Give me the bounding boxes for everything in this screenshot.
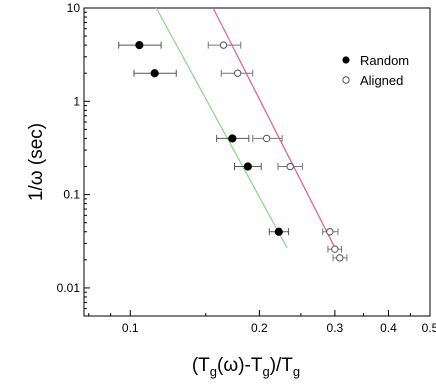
legend: Random Aligned [342,53,409,88]
y-tick-label: 0.1 [63,188,80,202]
fit-lines [155,7,336,248]
legend-label-aligned: Aligned [360,73,403,88]
y-tick-label: 1 [73,94,80,108]
fit-line-random [155,7,288,248]
data-point-aligned [286,162,294,171]
series-aligned [207,41,348,262]
x-tick-label: 0.5 [422,321,436,335]
legend-marker-random [342,56,350,64]
data-point-aligned [262,134,271,143]
fit-line-aligned [212,7,336,248]
y-axis-title-text: 1/ω (sec) [26,123,47,201]
data-series [118,41,348,262]
y-tick-label: 10 [67,1,81,15]
plot-frame [83,7,431,317]
data-point-random [228,134,237,143]
data-point-aligned [233,69,242,77]
data-point-random [135,41,144,50]
data-point-aligned [331,245,339,253]
y-tick-label: 0.01 [57,281,81,295]
x-axis-title: (Tg(ω)-Tg)/Tg [192,355,300,379]
data-point-random [243,162,252,171]
legend-label-random: Random [360,53,409,68]
y-axis-ticks: 0.01 0.1 1 10 [57,1,90,310]
legend-marker-aligned [342,76,350,84]
y-axis-title: 1/ω (sec) [26,123,47,201]
x-tick-label: 0.1 [122,321,139,335]
x-tick-label: 0.3 [327,321,344,335]
data-point-aligned [219,41,228,49]
data-point-aligned [326,228,334,236]
x-axis-ticks: 0.1 0.2 0.3 0.4 0.5 [88,310,436,335]
x-tick-label: 0.4 [380,321,397,335]
series-random [118,41,290,236]
data-point-random [150,69,159,78]
data-point-aligned [336,254,344,262]
x-tick-label: 0.2 [251,321,268,335]
data-point-random [274,227,283,236]
